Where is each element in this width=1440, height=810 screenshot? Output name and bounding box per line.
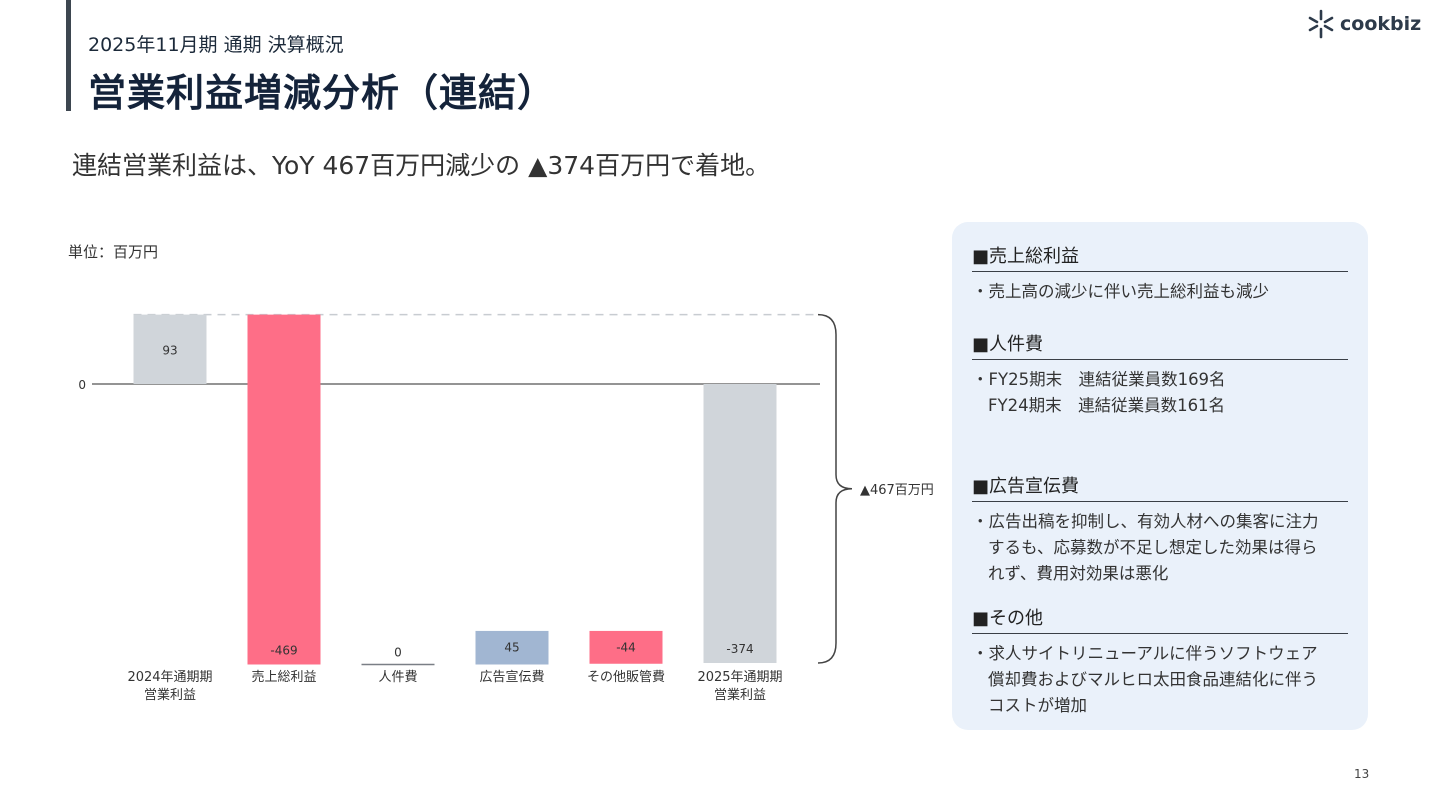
zero-tick-label: 0 xyxy=(78,378,86,392)
category-label: 2024年通期期 xyxy=(127,670,212,685)
waterfall-chart: 0932024年通期期営業利益-469売上総利益0人件費45広告宣伝費-44その… xyxy=(78,313,934,703)
page-number: 13 xyxy=(1354,767,1370,781)
note-heading: ■人件費 xyxy=(972,330,1348,360)
note-line: 償却費およびマルヒロ太田食品連結化に伴う xyxy=(988,670,1318,689)
brand-logo: cookbiz xyxy=(1308,8,1421,40)
note-line: ・FY25期末 連結従業員数169名 xyxy=(972,370,1226,389)
notes-panel: ■売上総利益 ・売上高の減少に伴い売上総利益も減少 ■人件費 ・FY25期末 連… xyxy=(952,222,1368,730)
category-label: 広告宣伝費 xyxy=(479,669,544,685)
waterfall-bar xyxy=(703,384,777,663)
note-line: FY24期末 連結従業員数161名 xyxy=(988,396,1226,415)
note-line: ・売上高の減少に伴い売上総利益も減少 xyxy=(972,282,1269,301)
waterfall-bar xyxy=(133,314,207,384)
title-accent-bar xyxy=(66,0,71,111)
note-heading: ■売上総利益 xyxy=(972,242,1348,272)
bar-value-label: -469 xyxy=(270,643,297,657)
category-label: 人件費 xyxy=(378,670,417,685)
logo-text: cookbiz xyxy=(1340,13,1422,35)
note-section-personnel: ■人件費 ・FY25期末 連結従業員数169名 FY24期末 連結従業員数161… xyxy=(972,330,1348,419)
category-label: その他販管費 xyxy=(587,670,665,685)
note-line: れず、費用対効果は悪化 xyxy=(988,564,1169,583)
note-line: ・求人サイトリニューアルに伴うソフトウェア xyxy=(972,644,1318,663)
bar-value-label: 93 xyxy=(162,343,177,357)
category-label: 2025年通期期 xyxy=(697,670,782,685)
bracket-label: ▲467百万円 xyxy=(860,483,934,498)
bar-value-label: 0 xyxy=(394,645,402,659)
note-section-advertising: ■広告宣伝費 ・広告出稿を抑制し、有効人材への集客に注力 するも、応募数が不足し… xyxy=(972,472,1348,587)
unit-label: 単位：百万円 xyxy=(68,243,159,261)
note-heading: ■広告宣伝費 xyxy=(972,472,1348,502)
note-line: するも、応募数が不足し想定した効果は得ら xyxy=(988,538,1318,557)
asterisk-spark-icon xyxy=(1308,9,1334,39)
note-section-gross-profit: ■売上総利益 ・売上高の減少に伴い売上総利益も減少 xyxy=(972,242,1348,305)
page-subtitle: 2025年11月期 通期 決算概況 xyxy=(88,34,344,56)
category-label: 売上総利益 xyxy=(251,669,316,685)
lead-statement: 連結営業利益は、YoY 467百万円減少の ▲374百万円で着地。 xyxy=(72,151,771,180)
category-label: 営業利益 xyxy=(714,687,766,703)
page-title: 営業利益増減分析（連結） xyxy=(88,71,557,115)
note-line: ・広告出稿を抑制し、有効人材への集客に注力 xyxy=(972,512,1319,531)
bar-value-label: 45 xyxy=(504,641,519,655)
bar-value-label: -374 xyxy=(726,642,753,656)
waterfall-bar xyxy=(475,630,549,665)
note-line: コストが増加 xyxy=(988,696,1087,715)
waterfall-bar xyxy=(247,314,321,665)
note-heading: ■その他 xyxy=(972,604,1348,634)
difference-bracket xyxy=(817,313,853,664)
bar-value-label: -44 xyxy=(616,640,636,654)
note-section-other: ■その他 ・求人サイトリニューアルに伴うソフトウェア 償却費およびマルヒロ太田食… xyxy=(972,604,1348,719)
waterfall-bar xyxy=(589,630,663,664)
category-label: 営業利益 xyxy=(144,687,196,703)
